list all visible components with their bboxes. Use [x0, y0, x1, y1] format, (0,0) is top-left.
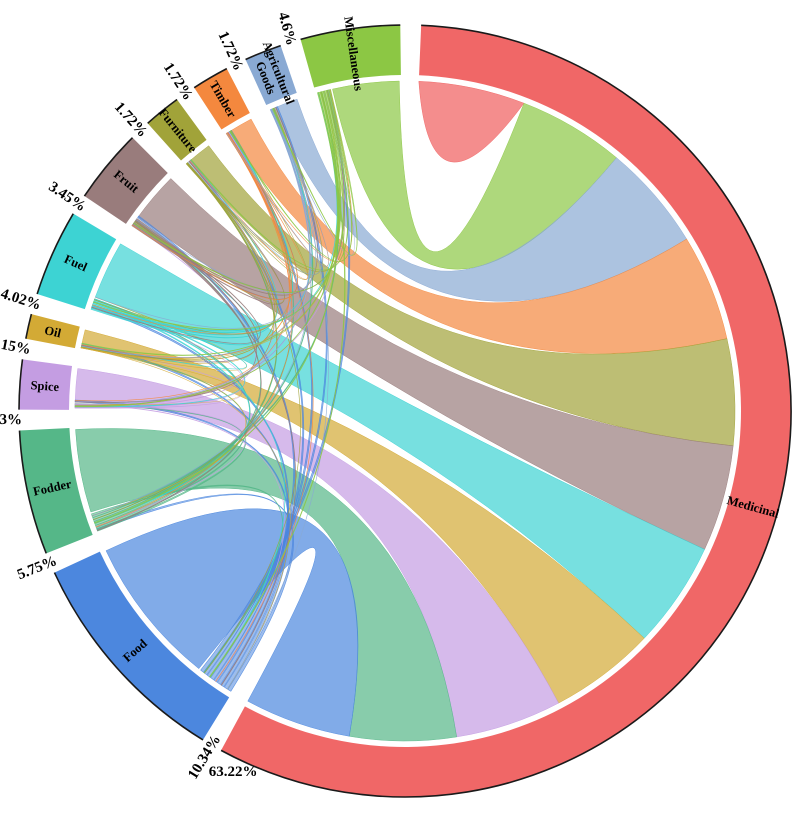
arc-agricultural-goods [245, 45, 297, 106]
arc-edge-furniture [147, 98, 178, 124]
ribbon-furniture-oil [80, 162, 276, 361]
percent-label-timber: 1.72% [160, 60, 196, 103]
ribbon-medicinal-food [105, 508, 359, 737]
percent-label-fruit: 3.45% [45, 179, 88, 215]
arc-edge-agricultural-goods [245, 44, 281, 61]
ribbon-fruit-fodder [96, 220, 262, 531]
ribbon-agricultural-goods-fruit [135, 108, 317, 295]
arc-fruit [84, 137, 168, 224]
percent-label-fuel: 4.02% [0, 286, 43, 314]
arc-furniture [147, 99, 207, 161]
ribbon-agricultural-goods-spice [74, 109, 311, 405]
ribbon-fruit-spice [74, 219, 257, 403]
ribbon-furniture-food [186, 162, 301, 674]
arc-edge-food [53, 572, 204, 741]
ribbon-timber-fruit [131, 132, 298, 300]
arc-fodder [19, 428, 93, 554]
ribbon-agricultural-goods-timber [226, 108, 330, 267]
arc-edge-fuel [36, 213, 74, 295]
arc-fuel [37, 213, 117, 310]
arc-edge-oil [25, 313, 33, 339]
ribbon-miscellaneous-fuel [93, 90, 342, 331]
ribbon-timber-oil [81, 132, 291, 358]
ribbon-miscellaneous-timber [229, 89, 353, 262]
arc-label-spice: Spice [30, 378, 60, 394]
ribbon-miscellaneous-spice [74, 91, 339, 408]
ribbon-miscellaneous-agricultural-goods [271, 89, 358, 256]
ribbon-layer [74, 80, 736, 742]
ribbon-miscellaneous-furniture [190, 89, 349, 271]
ribbon-medicinal-medicinal [418, 81, 525, 163]
arc-spice [19, 359, 73, 410]
percent-label-fodder: 5.75% [15, 553, 59, 583]
ribbon-agricultural-goods-oil [81, 108, 311, 358]
arc-edge-spice [18, 359, 24, 410]
arc-miscellaneous [300, 25, 401, 88]
ribbon-fruit-food [133, 221, 296, 686]
ribbon-miscellaneous-fruit [133, 90, 345, 293]
percent-label-furniture: 1.72% [111, 99, 150, 140]
percent-label-oil: 1.15% [0, 335, 32, 358]
ribbon-timber-spice [74, 132, 290, 402]
arc-edge-timber [193, 67, 228, 89]
arc-edge-fodder [18, 430, 47, 554]
percent-label-medicinal: 63.22% [209, 764, 258, 780]
percent-label-miscellaneous: 4.6% [274, 10, 299, 47]
arc-oil [25, 314, 80, 349]
arc-edge-medicinal [220, 24, 792, 798]
arc-edge-fruit [83, 137, 134, 197]
ribbon-timber-fuel [92, 132, 292, 335]
percent-label-agricultural-goods: 1.72% [214, 29, 246, 73]
ribbon-timber-food [215, 132, 314, 682]
ribbon-miscellaneous-oil [81, 90, 340, 356]
arc-food [54, 551, 230, 740]
ribbon-furniture-fodder [92, 162, 278, 521]
percent-label-spice: 2.3% [0, 412, 22, 428]
arc-timber [194, 68, 250, 130]
ribbon-furniture-agricultural-goods [186, 107, 324, 276]
arc-layer [18, 24, 792, 798]
ribbon-furniture-timber [185, 130, 309, 280]
arc-edge-miscellaneous [300, 24, 401, 41]
ribbon-furniture-fuel [93, 162, 278, 335]
ribbon-agricultural-goods-food [226, 109, 329, 690]
ribbon-timber-furniture [189, 132, 309, 280]
ribbon-agricultural-goods-furniture [187, 108, 323, 275]
arc-label-oil: Oil [43, 323, 63, 340]
